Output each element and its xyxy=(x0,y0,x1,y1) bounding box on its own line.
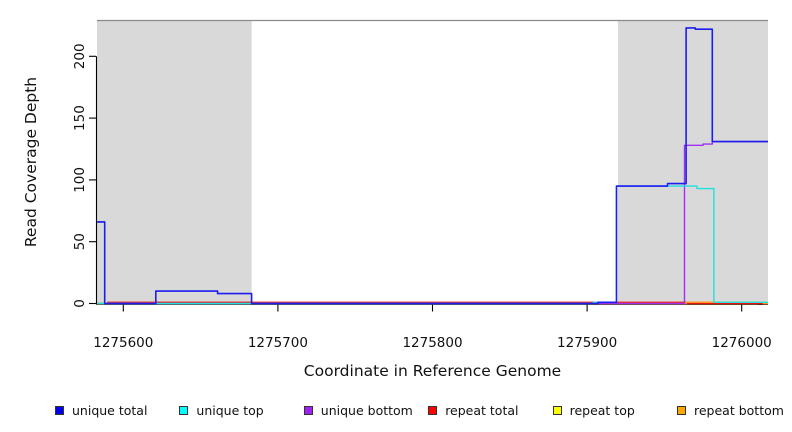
y-axis-title: Read Coverage Depth xyxy=(22,76,40,248)
legend: unique total unique top unique bottom repea… xyxy=(0,401,792,423)
x-tick-label: 1276000 xyxy=(712,335,772,351)
legend-label-unique-bottom: unique bottom xyxy=(320,402,413,418)
shaded-region xyxy=(618,20,768,304)
x-axis-title: Coordinate in Reference Genome xyxy=(303,362,562,380)
legend-label-repeat-total: repeat total xyxy=(445,402,519,418)
legend-item-unique-top: unique top xyxy=(179,401,264,419)
y-tick-label: 150 xyxy=(72,105,88,131)
legend-swatch-unique-top xyxy=(179,405,189,415)
legend-item-repeat-bottom: repeat bottom xyxy=(677,401,784,419)
legend-label-unique-top: unique top xyxy=(196,402,264,418)
legend-label-repeat-bottom: repeat bottom xyxy=(694,402,784,418)
y-tick-label: 50 xyxy=(72,233,88,250)
series-unique-total xyxy=(97,27,768,305)
legend-item-repeat-total: repeat total xyxy=(428,401,519,419)
x-tick-label: 1275800 xyxy=(402,335,462,351)
legend-label-repeat-top: repeat top xyxy=(569,402,635,418)
legend-item-unique-bottom: unique bottom xyxy=(303,401,413,419)
x-tick-label: 1275900 xyxy=(557,335,617,351)
y-tick-label: 100 xyxy=(72,167,88,193)
legend-swatch-unique-total xyxy=(55,405,64,415)
legend-label-unique-total: unique total xyxy=(72,402,148,418)
legend-swatch-unique-bottom xyxy=(303,405,313,415)
legend-swatch-repeat-total xyxy=(428,405,438,415)
x-tick-label: 1275700 xyxy=(248,335,308,351)
shaded-region xyxy=(97,20,252,304)
legend-item-repeat-top: repeat top xyxy=(552,401,635,419)
legend-swatch-repeat-bottom xyxy=(677,405,686,415)
legend-item-unique-total: unique total xyxy=(55,401,147,419)
y-tick-label: 200 xyxy=(72,43,88,69)
legend-swatch-repeat-top xyxy=(552,405,562,415)
y-tick-label: 0 xyxy=(72,299,88,308)
x-tick-label: 1275600 xyxy=(93,335,153,351)
